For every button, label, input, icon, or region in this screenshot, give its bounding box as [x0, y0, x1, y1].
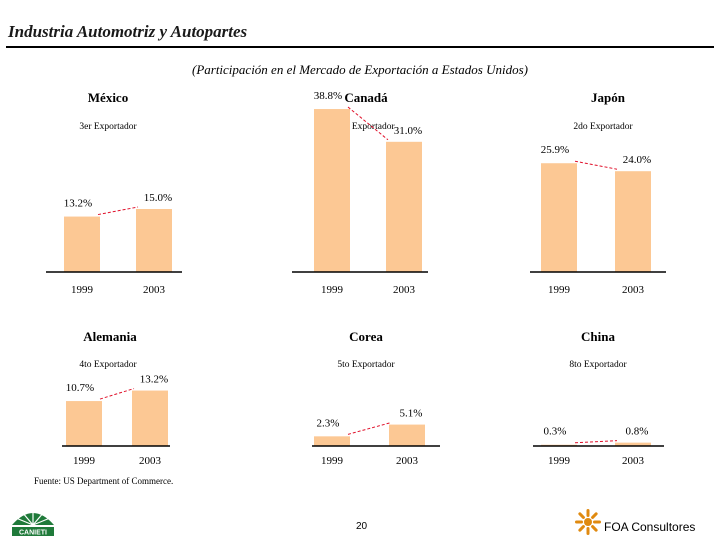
bar-3-1999	[541, 163, 577, 272]
trend-line-3	[574, 160, 618, 170]
value-label-2-2003: 31.0%	[394, 125, 422, 137]
value-label-3-1999: 25.9%	[541, 144, 569, 156]
x-tick-4-1999: 1999	[73, 455, 96, 467]
chart-title-5: Corea	[349, 329, 383, 344]
x-tick-2-1999: 1999	[321, 284, 344, 296]
value-label-4-1999: 10.7%	[66, 382, 94, 394]
chart-rank-5: 5to Exportador	[337, 360, 395, 370]
chart-rank-4: 4to Exportador	[79, 360, 137, 370]
x-tick-5-1999: 1999	[321, 455, 344, 467]
page-title: Industria Automotriz y Autopartes	[8, 22, 248, 41]
canieti-logo-text: CANIETI	[19, 530, 47, 537]
bar-2-2003	[386, 141, 422, 272]
value-label-5-1999: 2.3%	[317, 417, 340, 429]
value-label-6-1999: 0.3%	[544, 426, 567, 438]
bar-5-2003	[389, 424, 425, 446]
bar-2-1999	[314, 109, 350, 272]
x-tick-3-2003: 2003	[622, 284, 645, 296]
x-tick-1-1999: 1999	[71, 284, 94, 296]
bar-6-2003	[615, 442, 651, 446]
bar-4-2003	[132, 390, 168, 446]
source-note: Fuente: US Department of Commerce.	[34, 476, 174, 486]
value-label-6-2003: 0.8%	[626, 426, 649, 438]
title-divider	[6, 46, 714, 48]
chart-rank-6: 8to Exportador	[569, 360, 627, 370]
trend-line-5	[347, 422, 392, 435]
bar-5-1999	[314, 436, 350, 446]
chart-rank-2: 1er Exportador	[337, 122, 395, 132]
value-label-4-2003: 13.2%	[140, 374, 168, 386]
chart-title-6: China	[581, 329, 615, 344]
foa-logo-icon	[574, 508, 602, 541]
chart-title-1: México	[88, 90, 128, 105]
trend-line-6	[574, 440, 618, 444]
x-tick-2-2003: 2003	[393, 284, 416, 296]
x-tick-5-2003: 2003	[396, 455, 419, 467]
value-label-1-1999: 13.2%	[64, 198, 92, 210]
value-label-1-2003: 15.0%	[144, 192, 172, 204]
bar-4-1999	[66, 401, 102, 446]
x-tick-3-1999: 1999	[548, 284, 571, 296]
chart-title-4: Alemania	[83, 329, 137, 344]
x-tick-4-2003: 2003	[139, 455, 162, 467]
bar-1-2003	[136, 209, 172, 272]
chart-rank-3: 2do Exportador	[573, 122, 633, 132]
canieti-logo: CANIETI	[8, 503, 58, 542]
value-label-5-2003: 5.1%	[400, 408, 423, 420]
chart-rank-1: 3er Exportador	[79, 122, 137, 132]
value-label-2-1999: 38.8%	[314, 90, 342, 102]
page-number: 20	[356, 521, 368, 532]
chart-title-3: Japón	[591, 90, 626, 105]
page-subtitle: (Participación en el Mercado de Exportac…	[191, 62, 528, 77]
chart-title-2: Canadá	[344, 90, 388, 105]
trend-line-1	[97, 206, 139, 216]
value-label-3-2003: 24.0%	[623, 154, 651, 166]
x-tick-6-2003: 2003	[622, 455, 645, 467]
bar-1-1999	[64, 216, 100, 272]
company-name: FOA Consultores	[604, 520, 696, 534]
x-tick-1-2003: 2003	[143, 284, 166, 296]
x-tick-6-1999: 1999	[548, 455, 571, 467]
bar-3-2003	[615, 171, 651, 272]
trend-line-2	[347, 106, 389, 141]
trend-line-4	[99, 388, 135, 400]
